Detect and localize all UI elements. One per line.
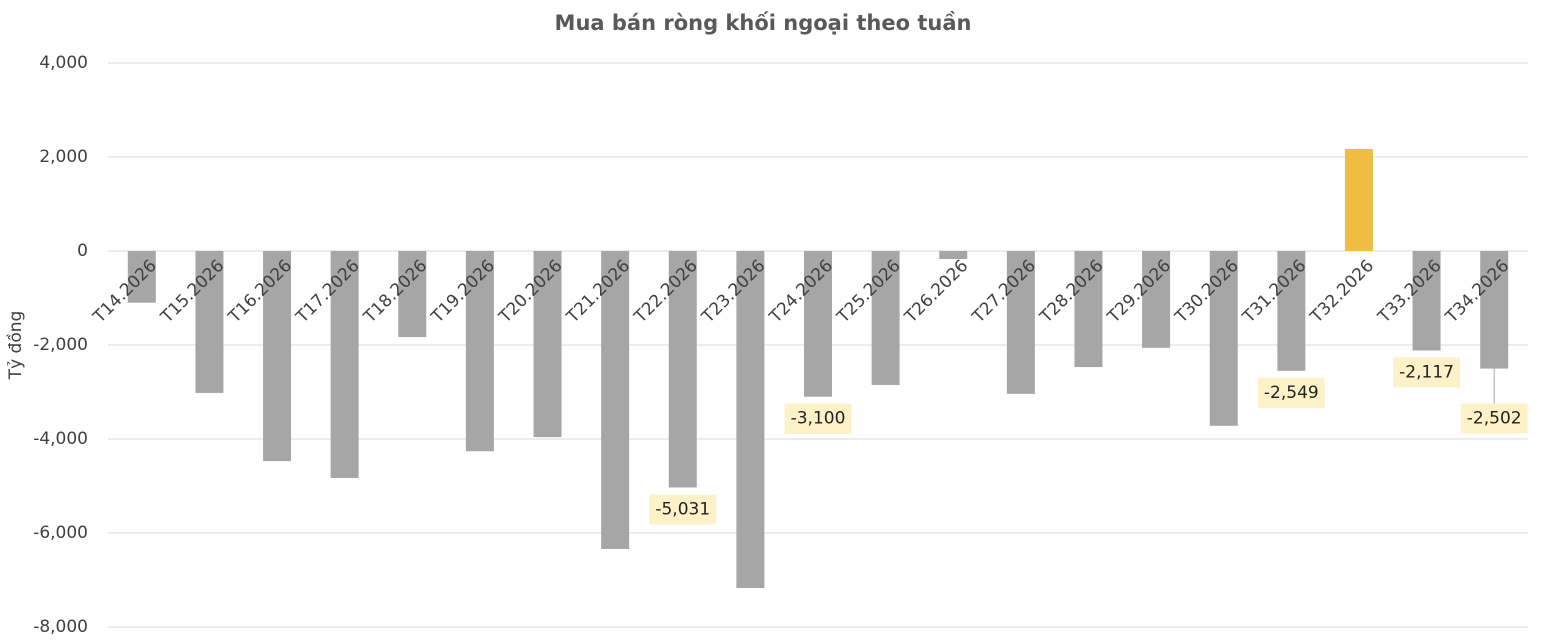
bar bbox=[804, 251, 832, 397]
y-tick-label: -6,000 bbox=[33, 523, 88, 543]
value-label: -3,100 bbox=[791, 409, 846, 429]
x-tick-label: T26.2026 bbox=[900, 256, 972, 328]
value-label-bg bbox=[784, 403, 852, 434]
value-label-group: -2,549 bbox=[1257, 377, 1325, 408]
bar bbox=[195, 251, 224, 393]
bar bbox=[1480, 251, 1509, 369]
value-label-bg bbox=[1393, 357, 1460, 388]
x-tick-label: T32.2026 bbox=[1306, 256, 1378, 328]
bar bbox=[1074, 251, 1103, 368]
bar bbox=[601, 251, 630, 549]
value-label-bg bbox=[649, 494, 717, 525]
bar bbox=[736, 251, 765, 588]
bar bbox=[127, 251, 156, 303]
bar bbox=[871, 251, 900, 385]
y-tick-label: 2,000 bbox=[39, 147, 88, 167]
value-label: -2,502 bbox=[1467, 409, 1522, 429]
bar bbox=[533, 251, 562, 438]
value-label-group: -2,502 bbox=[1460, 403, 1528, 434]
bar bbox=[1344, 149, 1373, 251]
value-label: -5,031 bbox=[655, 499, 710, 519]
bar bbox=[1412, 251, 1441, 351]
value-label-group: -3,100 bbox=[784, 403, 852, 434]
bar bbox=[465, 251, 494, 452]
bar bbox=[1209, 251, 1238, 426]
bar bbox=[1006, 251, 1035, 394]
value-label-bg bbox=[1257, 377, 1325, 408]
y-tick-label: -2,000 bbox=[33, 335, 88, 355]
y-tick-label: -4,000 bbox=[33, 429, 88, 449]
value-label: -2,549 bbox=[1264, 383, 1319, 403]
chart-title: Mua bán ròng khối ngoại theo tuần bbox=[555, 11, 972, 35]
y-tick-label: 0 bbox=[77, 241, 88, 261]
bar bbox=[330, 251, 359, 479]
y-tick-label: -8,000 bbox=[33, 617, 88, 637]
y-axis-label: Tỷ đồng bbox=[5, 311, 26, 381]
value-label-bg bbox=[1460, 403, 1528, 434]
bar bbox=[1277, 251, 1306, 371]
bar bbox=[939, 251, 968, 259]
value-label: -2,117 bbox=[1399, 362, 1454, 382]
bar bbox=[668, 251, 697, 488]
y-tick-label: 4,000 bbox=[39, 53, 88, 73]
value-label-group: -5,031 bbox=[649, 494, 717, 525]
bar bbox=[263, 251, 292, 462]
bar bbox=[1142, 251, 1171, 348]
value-label-group: -2,117 bbox=[1393, 357, 1460, 388]
bar bbox=[398, 251, 427, 338]
